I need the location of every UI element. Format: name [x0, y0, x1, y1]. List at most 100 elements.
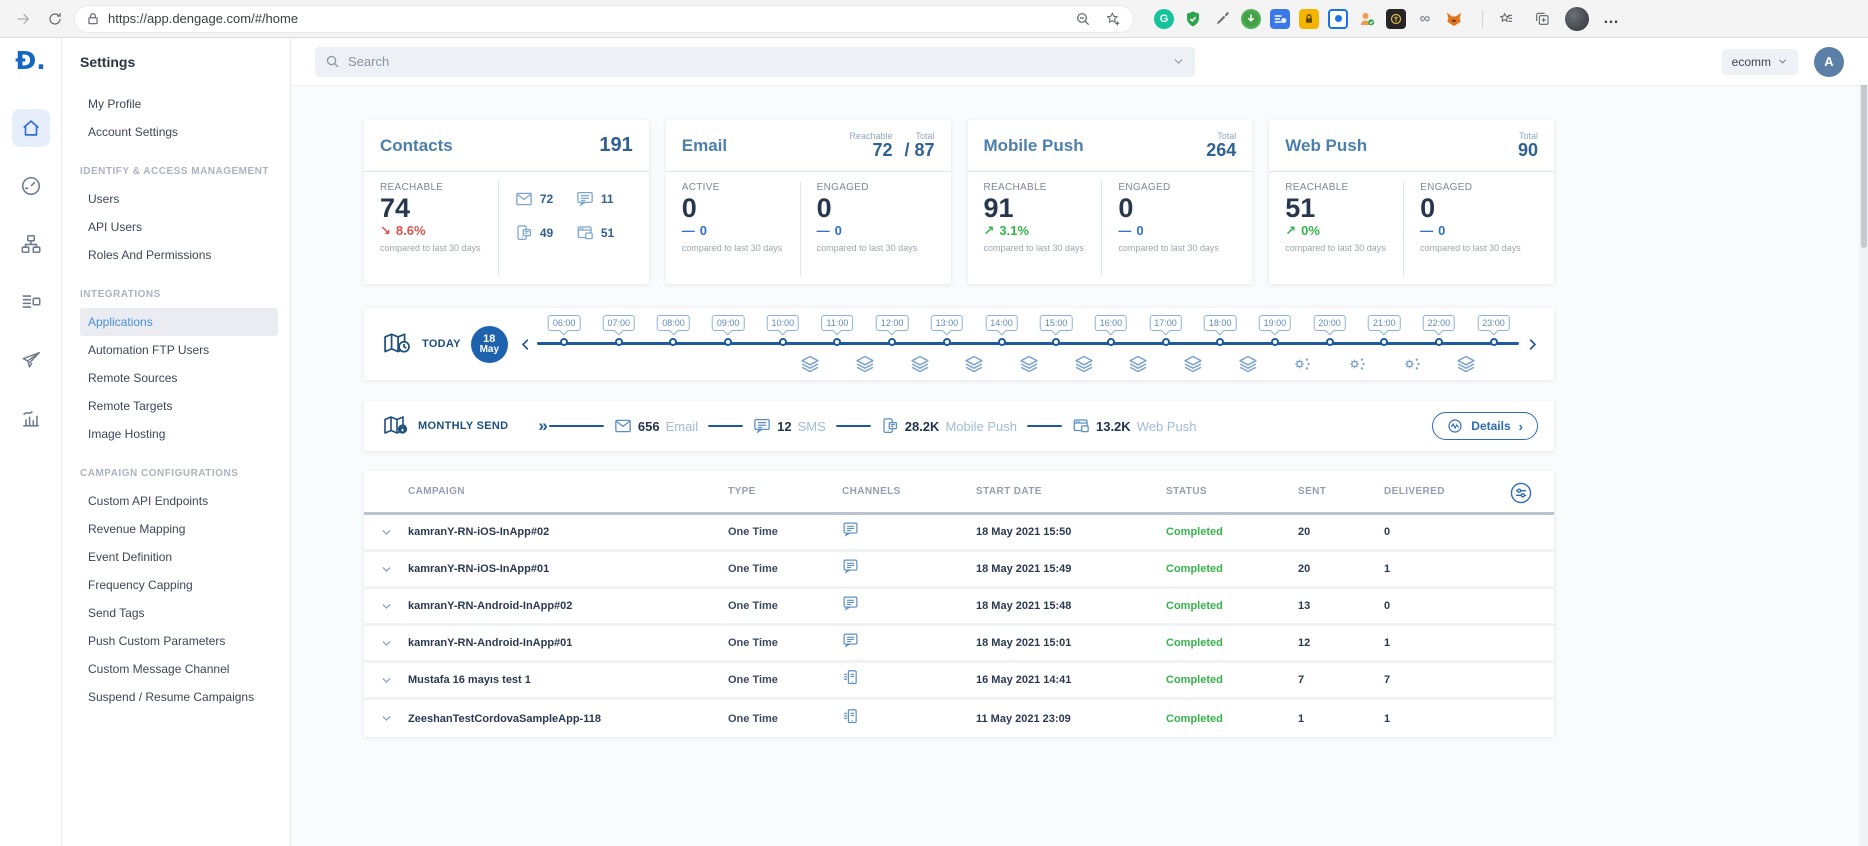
- rail-orgchart-icon[interactable]: [12, 225, 50, 263]
- favorites-hub-icon[interactable]: [1493, 6, 1519, 32]
- sidebar-item-send-tags[interactable]: Send Tags: [88, 606, 145, 620]
- rail-send-icon[interactable]: [12, 341, 50, 379]
- row-expand-icon[interactable]: [364, 637, 408, 650]
- campaign-table: CAMPAIGN TYPE CHANNELS START DATE STATUS…: [364, 471, 1554, 737]
- automation-gear-icon[interactable]: [1402, 354, 1422, 374]
- sidebar-item-revenue-mapping[interactable]: Revenue Mapping: [88, 522, 186, 536]
- contacts-metric-value: 74: [380, 193, 411, 223]
- extension-colorpicker-icon[interactable]: [1212, 9, 1232, 29]
- rail-home-icon[interactable]: [11, 109, 50, 147]
- today-timeline: TODAY 18 May 06:00 07:00 08:00 09:00 10:00 11…: [364, 308, 1554, 380]
- search-dropdown-chevron-icon[interactable]: [1172, 55, 1185, 68]
- sidebar-item-event-definition[interactable]: Event Definition: [88, 550, 173, 564]
- campaign-row[interactable]: ZeeshanTestCordovaSampleApp-118 One Time 1…: [364, 700, 1554, 737]
- sidebar-item-custom-message-channel[interactable]: Custom Message Channel: [88, 662, 230, 676]
- hour-dot: [1052, 338, 1061, 346]
- hour-dot: [1161, 338, 1170, 346]
- extension-eyedropper-icon[interactable]: [1183, 9, 1203, 29]
- hour-bubble: 23:00: [1477, 315, 1510, 331]
- extension-idm-icon[interactable]: [1241, 8, 1261, 29]
- details-button[interactable]: Details ›: [1432, 412, 1538, 440]
- campaign-row[interactable]: kamranY-RN-iOS-InApp#02 One Time 18 May 20…: [364, 515, 1554, 552]
- campaign-layers-icon[interactable]: [1019, 354, 1039, 374]
- sidebar-item-users[interactable]: Users: [88, 192, 120, 206]
- row-expand-icon[interactable]: [364, 600, 408, 613]
- user-avatar[interactable]: A: [1814, 46, 1844, 77]
- campaign-row[interactable]: Mustafa 16 mayıs test 1 One Time 16 May 20…: [364, 663, 1554, 700]
- campaign-layers-icon[interactable]: [855, 354, 875, 374]
- campaign-row[interactable]: kamranY-RN-iOS-InApp#01 One Time 18 May 20…: [364, 552, 1554, 589]
- scrollbar-thumb[interactable]: [1860, 78, 1867, 248]
- sidebar-item-my-profile[interactable]: My Profile: [88, 97, 142, 111]
- sidebar-item-image-hosting[interactable]: Image Hosting: [88, 427, 166, 441]
- browser-profile-avatar[interactable]: [1565, 6, 1589, 31]
- campaign-row[interactable]: kamranY-RN-Android-InApp#01 One Time 18 Ma…: [364, 626, 1554, 663]
- contacts-card: Contacts 191 REACHABLE 74 ↘ 8.6% compared…: [364, 120, 649, 284]
- rail-forms-icon[interactable]: [12, 283, 50, 321]
- extension-link-list-icon[interactable]: [1270, 8, 1290, 29]
- sidebar-item-frequency-capping[interactable]: Frequency Capping: [88, 578, 193, 592]
- extension-blue-dot-icon[interactable]: [1328, 8, 1348, 29]
- account-selector[interactable]: ecomm: [1721, 48, 1798, 75]
- refresh-icon[interactable]: [42, 6, 68, 32]
- date-badge[interactable]: 18 May: [470, 325, 508, 363]
- mobile-push-engaged-label: ENGAGED: [1118, 182, 1171, 193]
- campaign-layers-icon[interactable]: [1183, 354, 1203, 374]
- sidebar-item-remote-targets[interactable]: Remote Targets: [88, 399, 173, 413]
- extension-contacts-icon[interactable]: [1357, 9, 1377, 29]
- automation-gear-icon[interactable]: [1292, 354, 1312, 374]
- campaign-row[interactable]: kamranY-RN-Android-InApp#02 One Time 18 Ma…: [364, 589, 1554, 626]
- timeline-prev-icon[interactable]: [518, 337, 533, 352]
- rail-gauge-icon[interactable]: [12, 167, 50, 205]
- timeline-hour-16-00: 16:00: [1084, 312, 1147, 376]
- add-favorite-icon[interactable]: [1100, 6, 1126, 32]
- sidebar-item-remote-sources[interactable]: Remote Sources: [88, 371, 178, 385]
- extension-metamask-icon[interactable]: [1444, 9, 1464, 29]
- collections-icon[interactable]: [1529, 6, 1555, 32]
- page-scrollbar[interactable]: [1859, 76, 1868, 846]
- extension-grammarly-icon[interactable]: G: [1154, 8, 1174, 29]
- sidebar-item-custom-api-endpoints[interactable]: Custom API Endpoints: [88, 494, 209, 508]
- account-name: ecomm: [1731, 54, 1771, 69]
- hour-bubble: 09:00: [711, 315, 745, 331]
- sidebar-item-roles-and-permissions[interactable]: Roles And Permissions: [88, 248, 212, 262]
- sms-icon: [753, 417, 771, 435]
- campaign-start-date: 18 May 2021 15:01: [976, 637, 1072, 649]
- search-bar[interactable]: [315, 46, 1195, 77]
- sidebar-item-push-custom-parameters[interactable]: Push Custom Parameters: [88, 634, 226, 648]
- compare-text: compared to last 30 days: [983, 243, 1085, 254]
- row-expand-icon[interactable]: [364, 712, 408, 725]
- sidebar-item-automation-ftp-users[interactable]: Automation FTP Users: [88, 343, 210, 357]
- timeline-hour-18-00: 18:00: [1193, 312, 1257, 376]
- sidebar-item-suspend-resume-campaigns[interactable]: Suspend / Resume Campaigns: [88, 690, 255, 704]
- sidebar-item-api-users[interactable]: API Users: [88, 220, 143, 234]
- row-expand-icon[interactable]: [364, 526, 408, 539]
- search-input[interactable]: [348, 54, 1164, 69]
- rail-analytics-icon[interactable]: [12, 399, 50, 437]
- row-expand-icon[interactable]: [364, 674, 408, 687]
- address-bar[interactable]: https://app.dengage.com/#/home: [74, 4, 1134, 33]
- timeline-next-icon[interactable]: [1525, 337, 1540, 352]
- automation-gear-icon[interactable]: [1347, 354, 1367, 374]
- extension-password-icon[interactable]: [1299, 8, 1319, 29]
- campaign-layers-icon[interactable]: [910, 354, 930, 374]
- forward-icon[interactable]: [10, 6, 36, 32]
- email-engaged-delta: —0: [816, 223, 842, 239]
- table-filter-icon[interactable]: [1510, 482, 1532, 504]
- campaign-layers-icon[interactable]: [964, 354, 984, 374]
- campaign-layers-icon[interactable]: [1128, 354, 1148, 374]
- compare-text: compared to last 30 days: [380, 243, 481, 254]
- sidebar-item-account-settings[interactable]: Account Settings: [88, 125, 179, 139]
- campaign-layers-icon[interactable]: [1238, 354, 1258, 374]
- hour-dot: [778, 338, 787, 346]
- campaign-layers-icon[interactable]: [1074, 354, 1094, 374]
- extension-badge-icon[interactable]: [1386, 8, 1406, 29]
- extension-infinity-icon[interactable]: ∞: [1419, 10, 1431, 27]
- zoom-out-icon[interactable]: [1070, 6, 1096, 32]
- browser-menu-icon[interactable]: …: [1603, 9, 1620, 27]
- row-expand-icon[interactable]: [364, 563, 408, 576]
- campaign-layers-icon[interactable]: [800, 354, 820, 374]
- campaign-start-date: 18 May 2021 15:49: [976, 563, 1072, 575]
- campaign-layers-icon[interactable]: [1456, 354, 1476, 374]
- sidebar-item-applications[interactable]: Applications: [80, 308, 278, 336]
